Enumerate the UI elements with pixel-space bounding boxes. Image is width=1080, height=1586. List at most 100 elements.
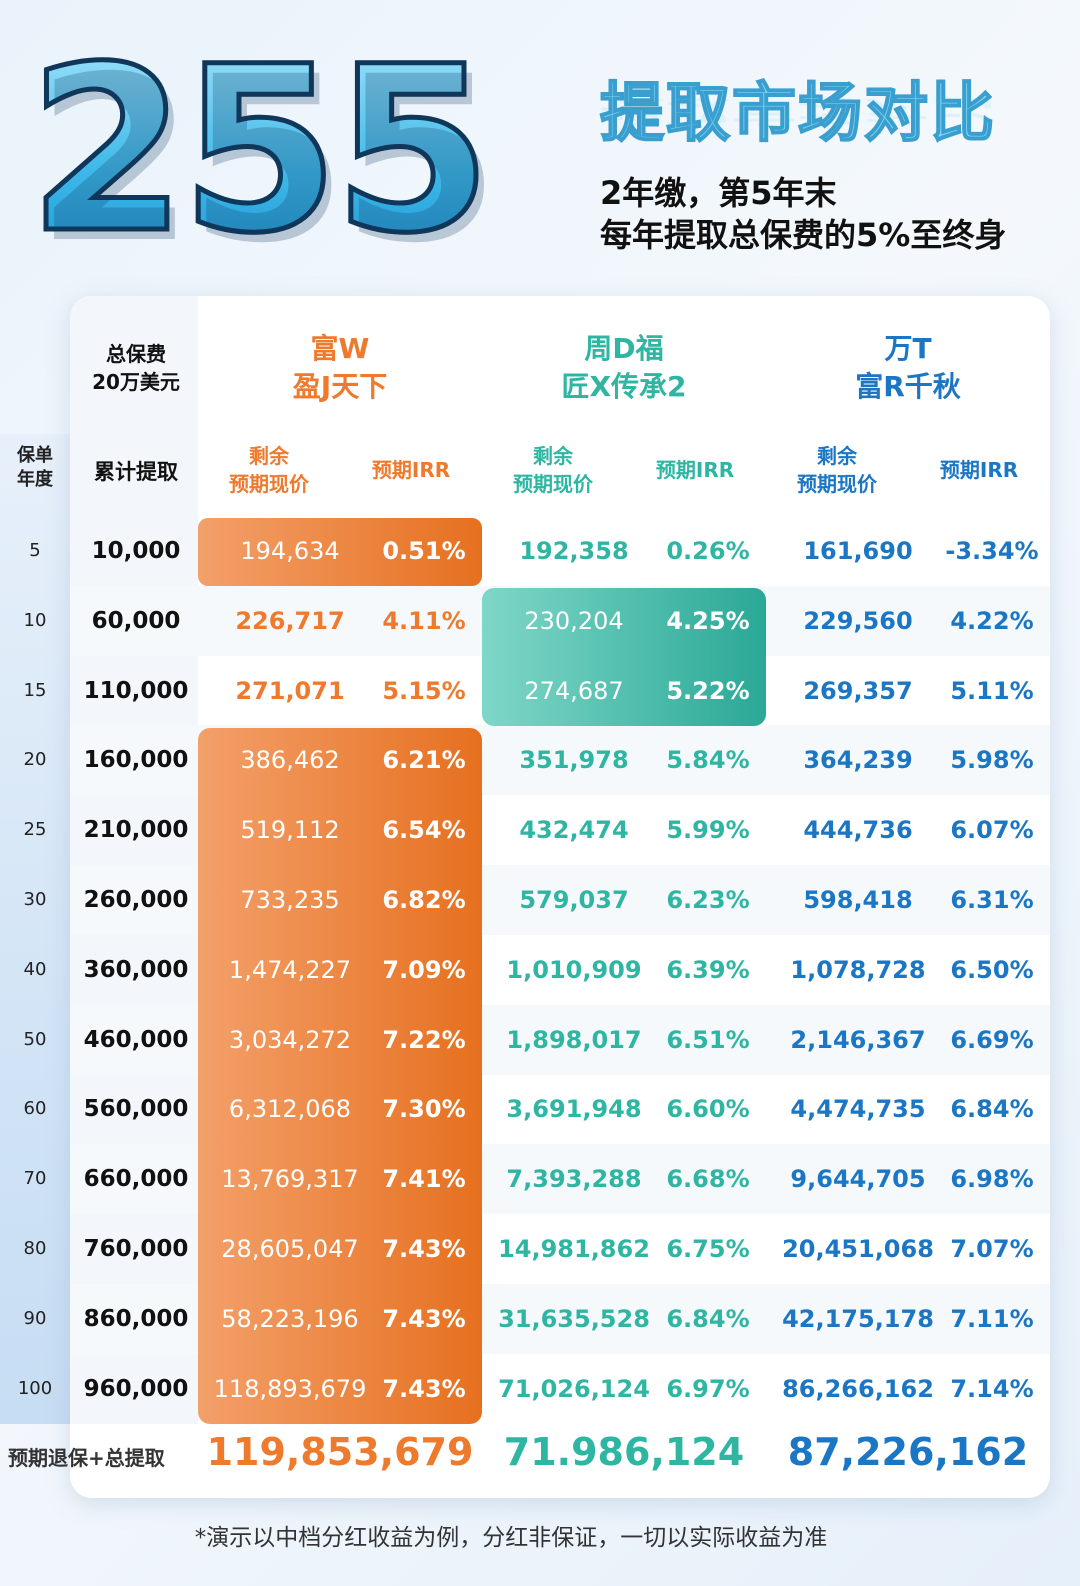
cash-value-cell-product-1: 28,605,047 (221, 1235, 359, 1263)
product-header-2: 周D福 匠X传承2 (482, 330, 766, 406)
cash-value-cell-product-2: 14,981,862 (498, 1235, 650, 1263)
cash-value-cell-product-3: 161,690 (803, 537, 913, 565)
irr-cell-product-1: 7.30% (382, 1095, 466, 1123)
remaining-cash-value-header-1: 剩余 预期现价 (198, 442, 340, 498)
irr-cell-product-1: 5.15% (382, 677, 466, 705)
year-column-background (0, 434, 70, 1424)
irr-cell-product-1: 6.21% (382, 746, 466, 774)
product-2-line1: 周D福 (584, 332, 664, 365)
irr-cell-product-2: 6.75% (666, 1235, 750, 1263)
product-header-3: 万T 富R千秋 (766, 330, 1050, 406)
cash-value-cell-product-2: 579,037 (519, 886, 629, 914)
irr-cell-product-2: 6.60% (666, 1095, 750, 1123)
cumulative-withdrawal-cell: 960,000 (83, 1376, 189, 1402)
irr-cell-product-2: 6.23% (666, 886, 750, 914)
policy-year-cell: 25 (23, 819, 47, 840)
remaining-cash-value-header-3: 剩余 预期现价 (766, 442, 908, 498)
highlight-orange-year5 (198, 518, 482, 586)
irr-cell-product-2: 6.84% (666, 1305, 750, 1333)
cumulative-withdrawal-cell: 660,000 (83, 1166, 189, 1192)
policy-year-cell: 100 (17, 1378, 53, 1399)
cumulative-withdrawal-header: 累计提取 (94, 460, 178, 484)
irr-cell-product-2: 5.84% (666, 746, 750, 774)
cash-value-cell-product-3: 9,644,705 (790, 1165, 926, 1193)
cash-value-cell-product-3: 444,736 (803, 816, 913, 844)
cash-value-cell-product-2: 274,687 (524, 677, 624, 705)
policy-year-cell: 40 (23, 959, 47, 980)
premium-label: 总保费 (106, 342, 166, 366)
irr-cell-product-1: 7.43% (382, 1305, 466, 1333)
cash-value-cell-product-1: 118,893,679 (213, 1375, 367, 1403)
cash-value-cell-product-2: 31,635,528 (498, 1305, 650, 1333)
policy-year-cell: 30 (23, 889, 47, 910)
irr-cell-product-3: 6.31% (950, 886, 1034, 914)
hero-number: 255 (26, 17, 495, 283)
cash-value-cell-product-3: 86,266,162 (782, 1375, 934, 1403)
remaining-cash-value-header-line1: 剩余 (533, 444, 573, 468)
irr-cell-product-3: -3.34% (945, 537, 1039, 565)
cash-value-cell-product-3: 42,175,178 (782, 1305, 934, 1333)
policy-year-cell: 50 (23, 1029, 47, 1050)
irr-cell-product-1: 6.82% (382, 886, 466, 914)
irr-cell-product-2: 5.22% (666, 677, 750, 705)
product-header-1: 富W 盈J天下 (198, 330, 482, 406)
cash-value-cell-product-2: 1,898,017 (506, 1026, 642, 1054)
cumulative-column-background (70, 296, 198, 1424)
remaining-cash-value-header-line1: 剩余 (817, 444, 857, 468)
irr-cell-product-3: 7.11% (950, 1305, 1034, 1333)
cumulative-withdrawal-cell: 160,000 (83, 747, 189, 773)
cash-value-cell-product-3: 269,357 (803, 677, 913, 705)
cash-value-cell-product-1: 3,034,272 (228, 1026, 352, 1054)
irr-cell-product-2: 5.99% (666, 816, 750, 844)
cumulative-withdrawal-cell: 360,000 (83, 957, 189, 983)
product-3-line1: 万T (884, 332, 932, 365)
hero-subtitle-line2: 每年提取总保费的5%至终身 (600, 216, 1007, 254)
policy-year-cell: 70 (23, 1168, 47, 1189)
cash-value-cell-product-1: 1,474,227 (228, 956, 352, 984)
policy-year-cell: 5 (29, 540, 41, 561)
expected-irr-header-3: 预期IRR (939, 458, 1019, 482)
cash-value-cell-product-3: 598,418 (803, 886, 913, 914)
product-1-line1: 富W (310, 332, 370, 365)
cash-value-cell-product-3: 4,474,735 (790, 1095, 926, 1123)
cash-value-cell-product-3: 229,560 (803, 607, 913, 635)
cash-value-cell-product-3: 2,146,367 (790, 1026, 926, 1054)
total-product-2: 71.986,124 (503, 1430, 745, 1474)
cash-value-cell-product-2: 71,026,124 (498, 1375, 650, 1403)
remaining-cash-value-header-line1: 剩余 (249, 444, 289, 468)
irr-cell-product-2: 6.68% (666, 1165, 750, 1193)
expected-irr-header-2: 预期IRR (655, 458, 735, 482)
irr-cell-product-3: 5.98% (950, 746, 1034, 774)
irr-cell-product-3: 7.14% (950, 1375, 1034, 1403)
cumulative-withdrawal-cell: 210,000 (83, 817, 189, 843)
cash-value-cell-product-1: 271,071 (235, 677, 345, 705)
cumulative-withdrawal-cell: 560,000 (83, 1096, 189, 1122)
total-product-3: 87,226,162 (787, 1430, 1029, 1474)
cash-value-cell-product-1: 386,462 (240, 746, 340, 774)
expected-irr-header-1: 预期IRR (371, 458, 451, 482)
cumulative-withdrawal-cell: 760,000 (83, 1236, 189, 1262)
highlight-orange-year20-100 (198, 728, 482, 1424)
policy-year-cell: 10 (23, 610, 47, 631)
cash-value-cell-product-2: 3,691,948 (506, 1095, 642, 1123)
cash-value-cell-product-1: 733,235 (240, 886, 340, 914)
irr-cell-product-2: 0.26% (666, 537, 750, 565)
irr-cell-product-1: 0.51% (382, 537, 466, 565)
premium-amount: 20万美元 (92, 370, 180, 394)
irr-cell-product-3: 6.07% (950, 816, 1034, 844)
cash-value-cell-product-3: 1,078,728 (790, 956, 926, 984)
cash-value-cell-product-3: 364,239 (803, 746, 913, 774)
irr-cell-product-2: 6.39% (666, 956, 750, 984)
cash-value-cell-product-1: 519,112 (240, 816, 340, 844)
total-product-1: 119,853,679 (206, 1430, 474, 1474)
footnote: *演示以中档分红收益为例，分红非保证，一切以实际收益为准 (194, 1525, 828, 1551)
cash-value-cell-product-2: 230,204 (524, 607, 624, 635)
cash-value-cell-product-3: 20,451,068 (782, 1235, 934, 1263)
cumulative-withdrawal-cell: 260,000 (83, 887, 189, 913)
irr-cell-product-3: 7.07% (950, 1235, 1034, 1263)
policy-year-header-line1: 保单 (17, 445, 53, 466)
irr-cell-product-3: 6.84% (950, 1095, 1034, 1123)
cash-value-cell-product-2: 432,474 (519, 816, 629, 844)
irr-cell-product-3: 4.22% (950, 607, 1034, 635)
product-1-line2: 盈J天下 (292, 370, 388, 403)
